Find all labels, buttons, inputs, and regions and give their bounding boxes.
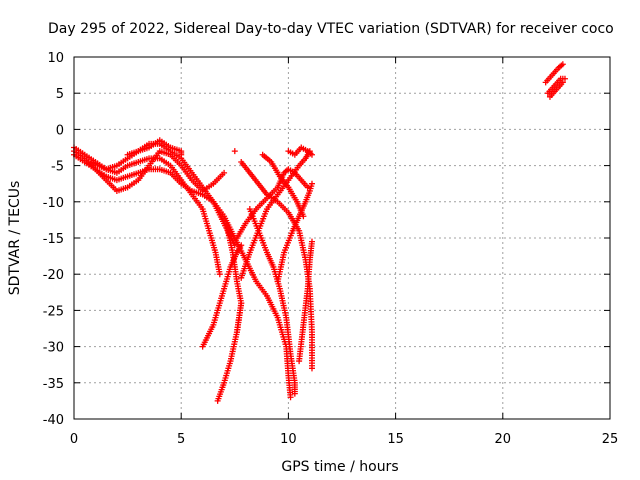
data-point [216,271,223,278]
chart-title: Day 295 of 2022, Sidereal Day-to-day VTE… [48,21,614,37]
x-tick-label: 15 [387,432,404,447]
data-point [308,151,315,158]
x-axis-label: GPS time / hours [281,459,398,475]
y-axis-ticks: 10 5 0 -5 -10 -15 -20 -25 -30 -35 -40 [43,51,610,428]
y-tick-label: -40 [43,413,64,428]
x-tick-label: 5 [177,432,185,447]
y-tick-label: 0 [56,123,64,138]
data-point [308,180,315,187]
data-point [308,365,315,372]
x-tick-label: 25 [602,432,619,447]
data-point [221,169,228,176]
x-tick-label: 0 [70,432,78,447]
y-tick-label: 5 [56,87,64,102]
x-tick-label: 20 [495,432,512,447]
y-tick-label: -5 [51,160,64,175]
data-point [231,148,238,155]
data-point [559,61,566,68]
x-tick-label: 10 [280,432,297,447]
data-point [291,390,298,397]
y-tick-label: -10 [43,196,64,211]
data-point [561,75,568,82]
x-axis-ticks: 0 5 10 15 20 25 [70,57,618,447]
data-point [559,79,566,86]
y-tick-label: -15 [43,232,64,247]
y-tick-label: -30 [43,341,64,356]
y-tick-label: 10 [47,51,64,66]
y-tick-label: -20 [43,268,64,283]
data-point [300,213,307,220]
y-tick-label: -25 [43,304,64,319]
data-point [233,329,240,336]
y-tick-label: -35 [43,377,64,392]
data-point [308,238,315,245]
data-point [238,242,245,249]
y-axis-label: SDTVAR / TECUs [7,181,23,296]
data-point [287,394,294,401]
grid-lines [74,57,610,419]
data-point [304,184,311,191]
data-points [71,61,568,404]
data-point [178,151,185,158]
